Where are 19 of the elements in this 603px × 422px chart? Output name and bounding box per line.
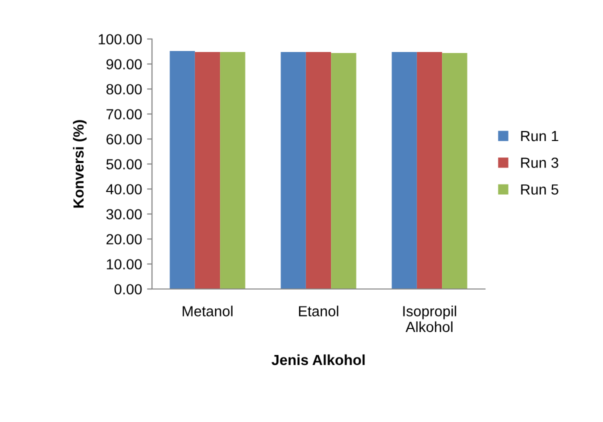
x-tick-label: Isopropil Alkohol [403,306,456,332]
y-tick-label: 100.00 [98,34,142,44]
x-tick-label: Metanol [182,306,232,316]
y-tick-label: 70.00 [106,109,142,120]
y-tick-label: 60.00 [106,134,142,144]
x-tick-label: Etanol [299,306,338,316]
y-tick-label: 80.00 [106,84,142,94]
y-tick-label: 40.00 [106,184,142,194]
y-tick-label: 30.00 [106,209,142,220]
legend-label: Run 3 [521,158,558,168]
y-tick-label: 20.00 [106,234,142,244]
legend-label: Run 1 [521,131,558,142]
y-axis-title: Konversi (%) [72,120,87,208]
y-tick-label: 90.00 [106,59,142,70]
y-tick-label: 10.00 [106,259,142,270]
y-tick-label: 50.00 [106,159,142,170]
y-tick-label: 0.00 [114,284,142,294]
x-axis-title: Jenis Alkohol [272,354,365,366]
legend-label: Run 5 [521,184,558,195]
